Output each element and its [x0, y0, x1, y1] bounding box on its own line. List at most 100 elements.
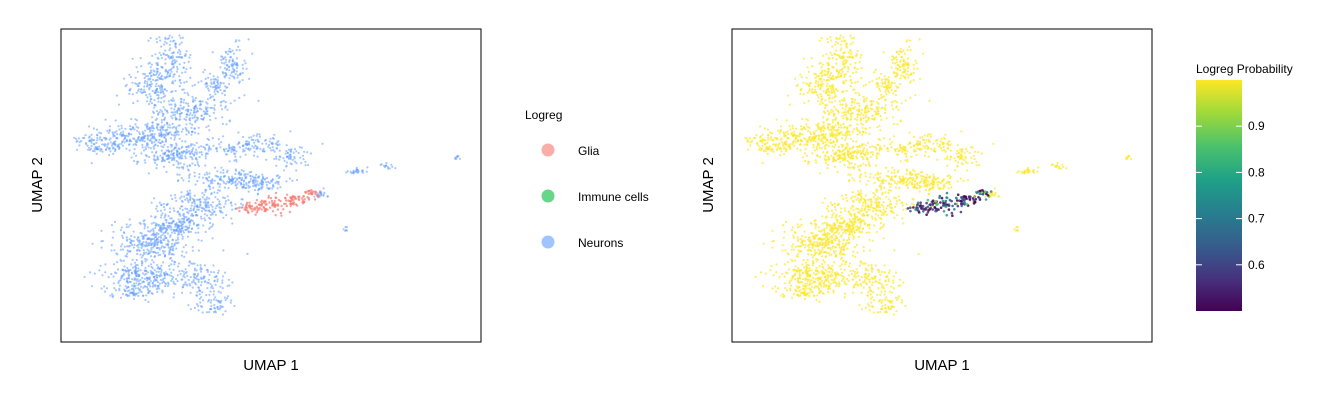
scatter-point-neuron	[202, 118, 205, 121]
scatter-point-neuron	[160, 149, 163, 152]
scatter-point-neuron	[143, 253, 146, 256]
scatter-point-neuron	[155, 90, 158, 93]
scatter-point-high-prob	[875, 106, 878, 109]
scatter-point-neuron	[206, 214, 209, 217]
scatter-point-high-prob	[857, 199, 861, 202]
scatter-point-neuron	[183, 255, 186, 258]
scatter-point-neuron	[147, 291, 150, 294]
scatter-point-neuron	[236, 143, 239, 146]
scatter-point-high-prob	[814, 88, 817, 91]
scatter-point-high-prob	[892, 92, 895, 95]
scatter-point-high-prob	[864, 207, 867, 210]
scatter-point-neuron	[161, 212, 164, 215]
scatter-point-neuron	[148, 130, 152, 133]
scatter-point-neuron	[155, 125, 159, 129]
scatter-point-neuron	[206, 106, 209, 109]
scatter-point-high-prob	[833, 202, 837, 205]
scatter-point-high-prob	[911, 178, 914, 181]
scatter-point-neuron	[200, 296, 203, 299]
scatter-point-high-prob	[834, 143, 837, 146]
scatter-point-high-prob	[848, 218, 851, 221]
scatter-point-neuron	[203, 113, 206, 116]
scatter-point-neuron	[385, 161, 388, 165]
scatter-point-high-prob	[863, 111, 867, 114]
scatter-point-neuron	[208, 311, 211, 314]
scatter-point-neuron	[151, 124, 154, 127]
scatter-point-neuron	[162, 261, 165, 264]
scatter-point-high-prob	[883, 78, 886, 81]
scatter-point-neuron	[179, 207, 182, 210]
scatter-point-neuron	[160, 274, 163, 277]
scatter-point-neuron	[278, 175, 281, 178]
scatter-point-neuron	[171, 126, 174, 129]
scatter-point-neuron	[167, 246, 170, 249]
scatter-point-neuron	[194, 183, 197, 186]
scatter-point-neuron	[148, 83, 151, 87]
scatter-point-neuron	[152, 145, 155, 148]
scatter-point-neuron	[189, 308, 192, 311]
scatter-point-high-prob	[888, 189, 891, 192]
scatter-point-neuron	[184, 140, 187, 143]
scatter-point-neuron	[196, 264, 199, 267]
scatter-point-high-prob	[968, 151, 971, 155]
scatter-point-high-prob	[899, 178, 902, 181]
scatter-point-neuron	[144, 161, 147, 164]
scatter-point-high-prob	[859, 174, 862, 177]
scatter-point-neuron	[213, 108, 216, 111]
scatter-point-high-prob	[839, 154, 842, 157]
scatter-point-neuron	[110, 249, 113, 252]
scatter-point-high-prob	[862, 95, 865, 98]
scatter-point-high-prob	[817, 124, 820, 127]
scatter-point-neuron	[115, 130, 118, 133]
scatter-point-high-prob	[911, 169, 914, 172]
scatter-point-high-prob	[859, 118, 862, 121]
scatter-point-high-prob	[859, 152, 863, 155]
scatter-point-high-prob	[774, 136, 777, 139]
scatter-point-neuron	[158, 201, 161, 204]
scatter-point-neuron	[117, 103, 121, 106]
scatter-point-high-prob	[894, 205, 897, 208]
scatter-point-high-prob	[807, 129, 810, 132]
scatter-point-neuron	[224, 61, 227, 64]
scatter-point-neuron	[199, 200, 202, 203]
scatter-point-neuron	[162, 146, 165, 149]
scatter-point-high-prob	[821, 82, 824, 85]
scatter-point-glia	[276, 208, 280, 211]
scatter-point-neuron	[206, 201, 210, 204]
scatter-point-neuron	[151, 136, 154, 139]
scatter-point-neuron	[166, 123, 169, 126]
scatter-point-neuron	[173, 62, 176, 65]
scatter-point-high-prob	[887, 76, 890, 79]
scatter-point-high-prob	[828, 100, 831, 103]
scatter-point-neuron	[221, 281, 224, 284]
scatter-point-neuron	[212, 298, 216, 301]
scatter-point-neuron	[104, 118, 107, 121]
scatter-point-neuron	[387, 167, 390, 170]
scatter-point-high-prob	[944, 133, 947, 136]
scatter-point-high-prob	[873, 71, 876, 74]
scatter-point-high-prob	[840, 68, 843, 71]
scatter-point-neuron	[154, 243, 157, 246]
scatter-point-neuron	[204, 201, 207, 205]
scatter-point-high-prob	[841, 156, 844, 159]
scatter-point-neuron	[187, 221, 190, 224]
scatter-point-neuron	[357, 170, 360, 173]
scatter-point-high-prob	[826, 82, 829, 85]
scatter-point-neuron	[156, 70, 159, 73]
scatter-point-high-prob	[897, 180, 900, 183]
scatter-point-neuron	[162, 202, 165, 205]
scatter-point-high-prob	[894, 94, 898, 97]
scatter-point-high-prob	[865, 96, 868, 100]
scatter-point-neuron	[232, 75, 235, 79]
scatter-point-neuron	[95, 128, 99, 131]
scatter-point-high-prob	[876, 206, 880, 209]
scatter-point-high-prob	[912, 71, 915, 75]
scatter-point-neuron	[219, 88, 222, 92]
scatter-point-neuron	[188, 56, 191, 59]
scatter-point-high-prob	[891, 61, 895, 64]
scatter-point-high-prob	[876, 209, 879, 212]
scatter-point-high-prob	[835, 40, 838, 43]
scatter-point-neuron	[228, 180, 231, 183]
scatter-point-high-prob	[857, 165, 860, 168]
